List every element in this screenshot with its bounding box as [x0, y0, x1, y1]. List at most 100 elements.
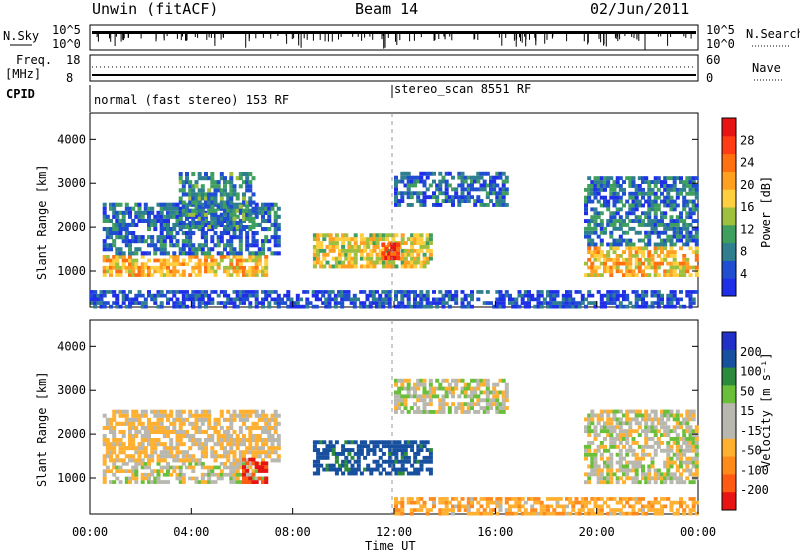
- range-cell: [672, 219, 677, 223]
- range-cell: [650, 223, 655, 227]
- range-cell: [365, 293, 370, 298]
- range-cell: [425, 459, 430, 464]
- range-cell: [482, 497, 487, 501]
- range-cell: [394, 504, 398, 509]
- range-cell: [112, 214, 117, 219]
- range-cell: [188, 413, 193, 418]
- range-cell: [682, 242, 687, 247]
- range-cell: [178, 472, 183, 477]
- range-cell: [226, 438, 231, 443]
- range-cell: [593, 464, 598, 469]
- range-cell: [325, 252, 330, 257]
- range-cell: [366, 241, 371, 245]
- range-cell: [137, 218, 142, 223]
- range-cell: [124, 417, 129, 422]
- range-cell: [341, 248, 346, 253]
- range-cell: [634, 203, 639, 208]
- range-cell: [666, 301, 671, 305]
- range-cell: [162, 434, 167, 439]
- range-cell: [159, 231, 164, 236]
- range-cell: [385, 237, 389, 242]
- range-cell: [394, 264, 399, 269]
- range-cell: [679, 304, 683, 309]
- range-cell: [694, 187, 699, 192]
- colorbar-swatch: [722, 118, 736, 137]
- range-cell: [669, 187, 674, 192]
- range-cell: [641, 238, 645, 243]
- range-cell: [397, 448, 402, 452]
- range-cell: [338, 237, 342, 242]
- range-cell: [369, 241, 374, 245]
- range-cell: [470, 195, 474, 200]
- range-cell: [606, 409, 611, 414]
- range-cell: [191, 293, 196, 298]
- range-cell: [691, 464, 696, 469]
- range-cell: [204, 222, 208, 227]
- range-cell: [197, 204, 202, 209]
- range-cell: [319, 241, 324, 245]
- range-cell: [476, 171, 481, 176]
- range-cell: [276, 421, 281, 426]
- range-cell: [599, 417, 604, 422]
- range-cell: [485, 497, 490, 501]
- range-cell: [647, 242, 652, 247]
- range-cell: [441, 297, 446, 302]
- range-cell: [413, 455, 418, 460]
- range-cell: [498, 390, 503, 395]
- range-cell: [406, 293, 411, 298]
- range-cell: [660, 472, 664, 477]
- range-cell: [612, 290, 617, 294]
- range-cell: [381, 242, 386, 247]
- range-cell: [273, 450, 278, 455]
- range-cell: [229, 476, 234, 481]
- range-cell: [257, 425, 262, 430]
- range-cell: [188, 196, 193, 201]
- range-cell: [340, 304, 345, 309]
- range-cell: [672, 187, 677, 192]
- range-cell: [501, 378, 506, 383]
- range-cell: [162, 273, 167, 277]
- range-cell: [612, 293, 617, 298]
- range-cell: [647, 250, 652, 254]
- range-cell: [223, 247, 227, 252]
- range-cell: [261, 290, 265, 294]
- range-cell: [181, 208, 186, 213]
- range-cell: [245, 290, 250, 294]
- range-cell: [587, 500, 592, 505]
- range-cell: [109, 235, 113, 240]
- range-cell: [416, 386, 421, 391]
- range-cell: [216, 438, 221, 443]
- range-cell: [612, 191, 617, 196]
- range-cell: [128, 476, 132, 481]
- range-cell: [441, 508, 446, 512]
- range-cell: [631, 180, 636, 184]
- range-cell: [438, 410, 443, 414]
- range-cell: [188, 214, 193, 219]
- range-cell: [599, 504, 604, 509]
- range-cell: [470, 504, 474, 509]
- range-cell: [204, 176, 208, 181]
- range-cell: [669, 207, 674, 212]
- range-cell: [331, 237, 336, 242]
- range-cell: [660, 508, 664, 512]
- range-cell: [248, 196, 253, 201]
- range-cell: [574, 497, 579, 501]
- range-cell: [470, 511, 474, 516]
- range-cell: [653, 242, 658, 247]
- range-cell: [675, 511, 680, 516]
- range-cell: [235, 255, 240, 259]
- range-cell: [372, 260, 377, 265]
- range-cell: [156, 472, 161, 477]
- range-cell: [609, 230, 614, 235]
- range-cell: [675, 226, 680, 231]
- range-cell: [451, 187, 455, 192]
- range-cell: [105, 231, 110, 236]
- range-cell: [394, 511, 398, 516]
- range-cell: [656, 261, 661, 266]
- range-cell: [422, 264, 427, 269]
- range-cell: [625, 261, 630, 266]
- range-cell: [257, 251, 262, 256]
- range-cell: [552, 508, 557, 512]
- range-cell: [397, 508, 402, 512]
- range-cell: [276, 301, 281, 305]
